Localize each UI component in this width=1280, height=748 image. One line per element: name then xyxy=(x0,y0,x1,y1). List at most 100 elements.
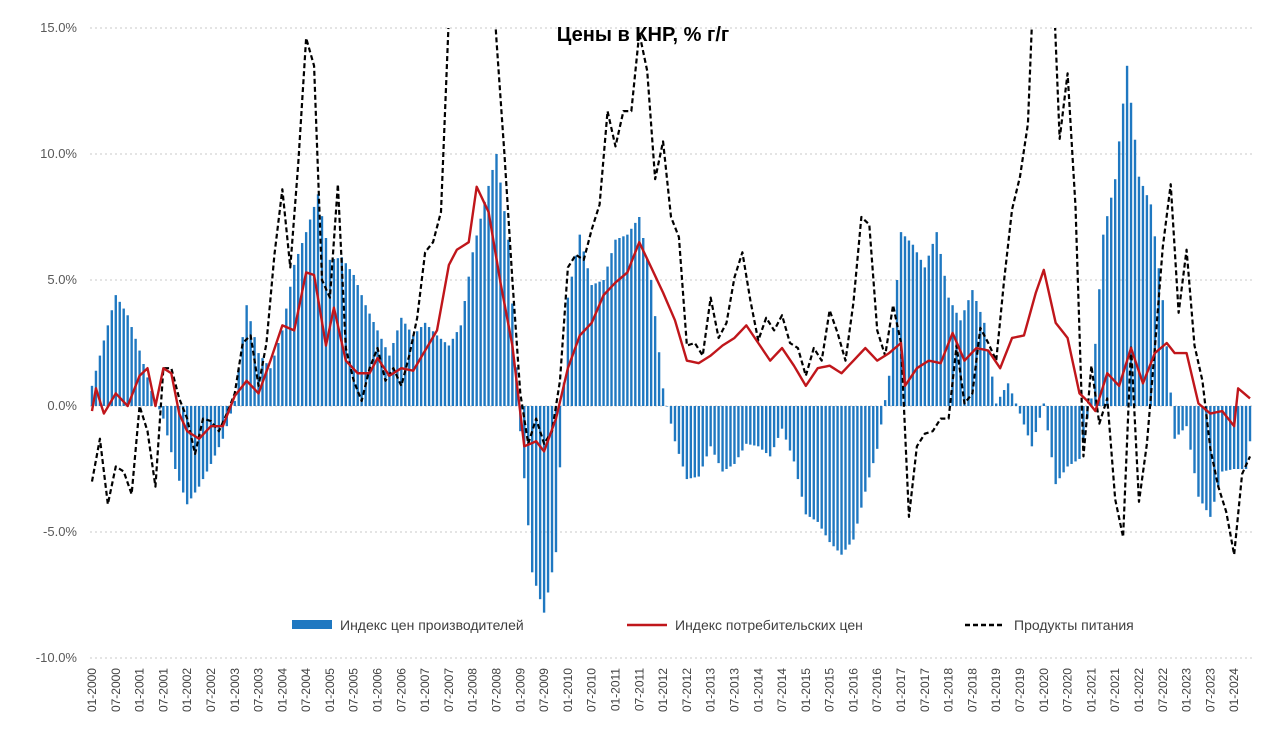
ppi-bar xyxy=(364,305,367,406)
ppi-bar xyxy=(630,228,633,406)
ppi-bar xyxy=(729,406,732,467)
ppi-bar xyxy=(1090,398,1093,406)
ppi-bar xyxy=(1129,102,1133,406)
ppi-bar xyxy=(487,185,490,406)
ppi-bar xyxy=(768,406,772,457)
ppi-bar xyxy=(273,355,276,406)
chart-title: Цены в КНР, % г/г xyxy=(557,24,729,46)
ppi-bar xyxy=(594,283,597,406)
ppi-bar xyxy=(880,406,883,425)
ppi-bar xyxy=(649,280,653,406)
ppi-bar xyxy=(205,406,209,472)
ppi-bar xyxy=(182,406,185,493)
ppi-bar xyxy=(423,322,427,406)
ppi-bar xyxy=(475,235,478,406)
ppi-bar xyxy=(1098,289,1101,406)
ppi-bar xyxy=(903,236,907,406)
ppi-bar xyxy=(1014,403,1018,406)
ppi-bars xyxy=(90,65,1252,613)
x-tick-label: 01-2010 xyxy=(561,668,575,712)
ppi-bar xyxy=(356,285,359,406)
ppi-bar xyxy=(118,301,121,406)
legend-label-food: Продукты питания xyxy=(1014,617,1134,633)
x-tick-label: 07-2015 xyxy=(823,668,837,712)
ppi-bar xyxy=(122,308,125,406)
ppi-bar xyxy=(538,406,542,600)
ppi-bar xyxy=(1217,406,1220,487)
ppi-bar xyxy=(776,406,780,438)
ppi-bar xyxy=(895,280,899,406)
ppi-bar xyxy=(602,280,605,406)
ppi-bar xyxy=(1177,406,1180,435)
ppi-bar xyxy=(368,313,371,406)
x-tick-label: 07-2005 xyxy=(347,668,361,712)
ppi-bar xyxy=(435,335,439,406)
ppi-bar xyxy=(828,406,831,543)
ppi-bar xyxy=(277,343,280,406)
ppi-bar xyxy=(1058,406,1061,479)
ppi-bar xyxy=(1022,406,1026,425)
ppi-bar xyxy=(455,332,459,406)
ppi-bar xyxy=(1221,406,1224,472)
ppi-bar xyxy=(995,403,998,406)
ppi-bar xyxy=(737,406,740,458)
ppi-bar xyxy=(527,406,530,526)
ppi-bar xyxy=(471,252,474,406)
ppi-bar xyxy=(614,239,617,406)
ppi-bar xyxy=(289,286,292,406)
ppi-bar xyxy=(1229,406,1232,470)
ppi-bar xyxy=(166,406,169,436)
ppi-bar xyxy=(1106,216,1109,406)
ppi-bar xyxy=(796,406,800,480)
ppi-bar xyxy=(1102,234,1105,406)
x-tick-label: 07-2003 xyxy=(252,668,266,712)
ppi-bar xyxy=(733,406,736,464)
ppi-bar xyxy=(408,329,411,406)
ppi-bar xyxy=(646,259,649,406)
x-tick-label: 01-2003 xyxy=(228,668,242,712)
ppi-bar xyxy=(451,338,455,406)
ppi-bar xyxy=(864,406,867,492)
ppi-bar xyxy=(788,406,792,451)
ppi-bar xyxy=(320,216,324,406)
ppi-bar xyxy=(297,253,300,406)
ppi-bar xyxy=(872,406,875,464)
ppi-bar xyxy=(749,406,752,445)
ppi-bar xyxy=(1121,103,1125,406)
ppi-bar xyxy=(1181,406,1184,431)
ppi-bar xyxy=(1157,268,1160,406)
ppi-bar xyxy=(491,169,494,406)
ppi-bar xyxy=(293,264,296,406)
x-tick-label: 01-2009 xyxy=(513,668,527,712)
x-tick-label: 07-2020 xyxy=(1061,668,1075,712)
ppi-bar xyxy=(304,232,308,406)
ppi-bar xyxy=(439,338,443,406)
ppi-bar xyxy=(709,406,712,447)
x-tick-label: 01-2017 xyxy=(894,668,908,712)
ppi-bar xyxy=(1165,346,1168,406)
x-tick-label: 07-2017 xyxy=(918,668,932,712)
ppi-bar xyxy=(1169,392,1172,406)
ppi-bar xyxy=(269,368,272,406)
ppi-bar xyxy=(812,406,815,520)
ppi-bar xyxy=(1113,179,1117,406)
ppi-bar xyxy=(415,331,419,406)
legend: Индекс цен производителей Индекс потреби… xyxy=(292,617,1134,633)
line-series xyxy=(90,28,1252,556)
ppi-bar xyxy=(178,406,181,481)
x-tick-label: 01-2004 xyxy=(275,668,289,712)
ppi-bar xyxy=(562,382,566,406)
ppi-bar xyxy=(431,331,435,406)
ppi-bar xyxy=(134,338,137,406)
ppi-bar xyxy=(447,345,451,406)
ppi-bar xyxy=(336,258,340,406)
y-tick-label: 10.0% xyxy=(40,146,77,161)
x-tick-label: 01-2000 xyxy=(85,668,99,712)
ppi-bar xyxy=(1133,139,1137,406)
ppi-bar xyxy=(1062,406,1065,473)
ppi-bar xyxy=(757,406,760,447)
ppi-bar xyxy=(1042,403,1045,406)
ppi-bar xyxy=(1153,236,1157,406)
ppi-bar xyxy=(848,406,851,545)
